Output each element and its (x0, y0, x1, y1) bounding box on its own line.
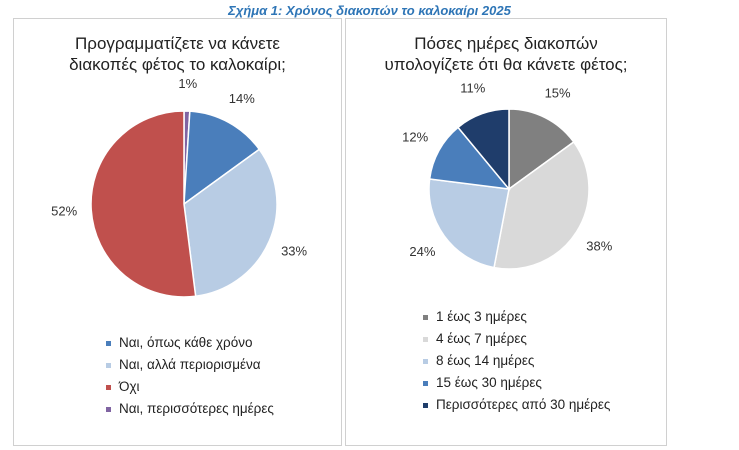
legend-swatch (106, 384, 111, 390)
chart-panel-vacation-days: Πόσες ημέρες διακοπών υπολογίζετε ότι θα… (345, 18, 667, 446)
legend-swatch (423, 358, 428, 364)
legend-swatch (423, 380, 428, 386)
figure-title: Σχήμα 1: Χρόνος διακοπών το καλοκαίρι 20… (228, 3, 511, 18)
legend-label: Όχι (119, 379, 140, 394)
legend-label: 4 έως 7 ημέρες (436, 331, 527, 346)
pie-slice-όχι (90, 110, 197, 298)
legend-label: Περισσότερες από 30 ημέρες (436, 397, 611, 412)
legend-label: Ναι, αλλά περιορισμένα (119, 357, 261, 372)
legend-label: 8 έως 14 ημέρες (436, 353, 535, 368)
chart-title: Προγραμματίζετε να κάνετε διακοπές φέτος… (14, 33, 341, 75)
legend-item: 4 έως 7 ημέρες (423, 328, 610, 350)
pie-slice-ναι-αλλά-περιορισμένα (183, 148, 278, 298)
legend-item: Περισσότερες από 30 ημέρες (423, 394, 610, 416)
legend-item: 8 έως 14 ημέρες (423, 350, 610, 372)
legend-label: Ναι, όπως κάθε χρόνο (119, 335, 253, 350)
pie-data-label: 38% (586, 238, 612, 253)
legend-item: 15 έως 30 ημέρες (423, 372, 610, 394)
pie-data-label: 15% (545, 86, 571, 101)
pie-slice-περισσότερες-από-30-ημέρες (456, 108, 510, 192)
legend-swatch (106, 362, 111, 368)
pie-data-label: 1% (178, 76, 197, 91)
pie-data-label: 52% (51, 204, 77, 219)
chart-title-line: υπολογίζετε ότι θα κάνετε φέτος; (384, 55, 628, 74)
pie-data-label: 11% (460, 80, 485, 95)
legend-label: 15 έως 30 ημέρες (436, 375, 542, 390)
legend-label: 1 έως 3 ημέρες (436, 309, 527, 324)
chart-panel-vacation-plans: Προγραμματίζετε να κάνετε διακοπές φέτος… (13, 18, 342, 446)
legend-item: Ναι, περισσότερες ημέρες (106, 398, 274, 420)
pie-chart-vacation-days: 15% 38% 24% 12% 11% (402, 80, 613, 270)
pie-slice-1-έως-3-ημέρες (508, 108, 575, 191)
legend-item: Ναι, όπως κάθε χρόνο (106, 332, 274, 354)
pie-data-label: 12% (402, 130, 428, 145)
legend-swatch (423, 314, 428, 320)
chart-title-line: Πόσες ημέρες διακοπών (414, 34, 598, 53)
legend-swatch (423, 336, 428, 342)
legend-swatch (106, 406, 111, 412)
legend-item: Όχι (106, 376, 274, 398)
chart-title-line: διακοπές φέτος το καλοκαίρι; (69, 55, 286, 74)
pie-slice-4-έως-7-ημέρες (493, 140, 590, 270)
chart-legend: Ναι, όπως κάθε χρόνο Ναι, αλλά περιορισμέ… (106, 332, 274, 420)
chart-title: Πόσες ημέρες διακοπών υπολογίζετε ότι θα… (346, 33, 666, 75)
pie-slice-ναι-όπως-κάθε-χρόνο (183, 110, 261, 206)
pie-data-label: 14% (229, 91, 255, 106)
pie-slice-8-έως-14-ημέρες (428, 178, 510, 269)
chart-legend: 1 έως 3 ημέρες 4 έως 7 ημέρες 8 έως 14 ημέ… (423, 306, 610, 416)
legend-label: Ναι, περισσότερες ημέρες (119, 401, 274, 416)
legend-swatch (106, 340, 111, 346)
chart-title-line: Προγραμματίζετε να κάνετε (75, 34, 280, 53)
legend-swatch (423, 402, 428, 408)
legend-item: Ναι, αλλά περιορισμένα (106, 354, 274, 376)
pie-data-label: 24% (409, 244, 435, 259)
pie-data-label: 33% (281, 244, 307, 259)
pie-slice-15-έως-30-ημέρες (428, 126, 511, 190)
legend-item: 1 έως 3 ημέρες (423, 306, 610, 328)
pie-chart-vacation-plans: 1% 14% 33% 52% (51, 76, 308, 298)
